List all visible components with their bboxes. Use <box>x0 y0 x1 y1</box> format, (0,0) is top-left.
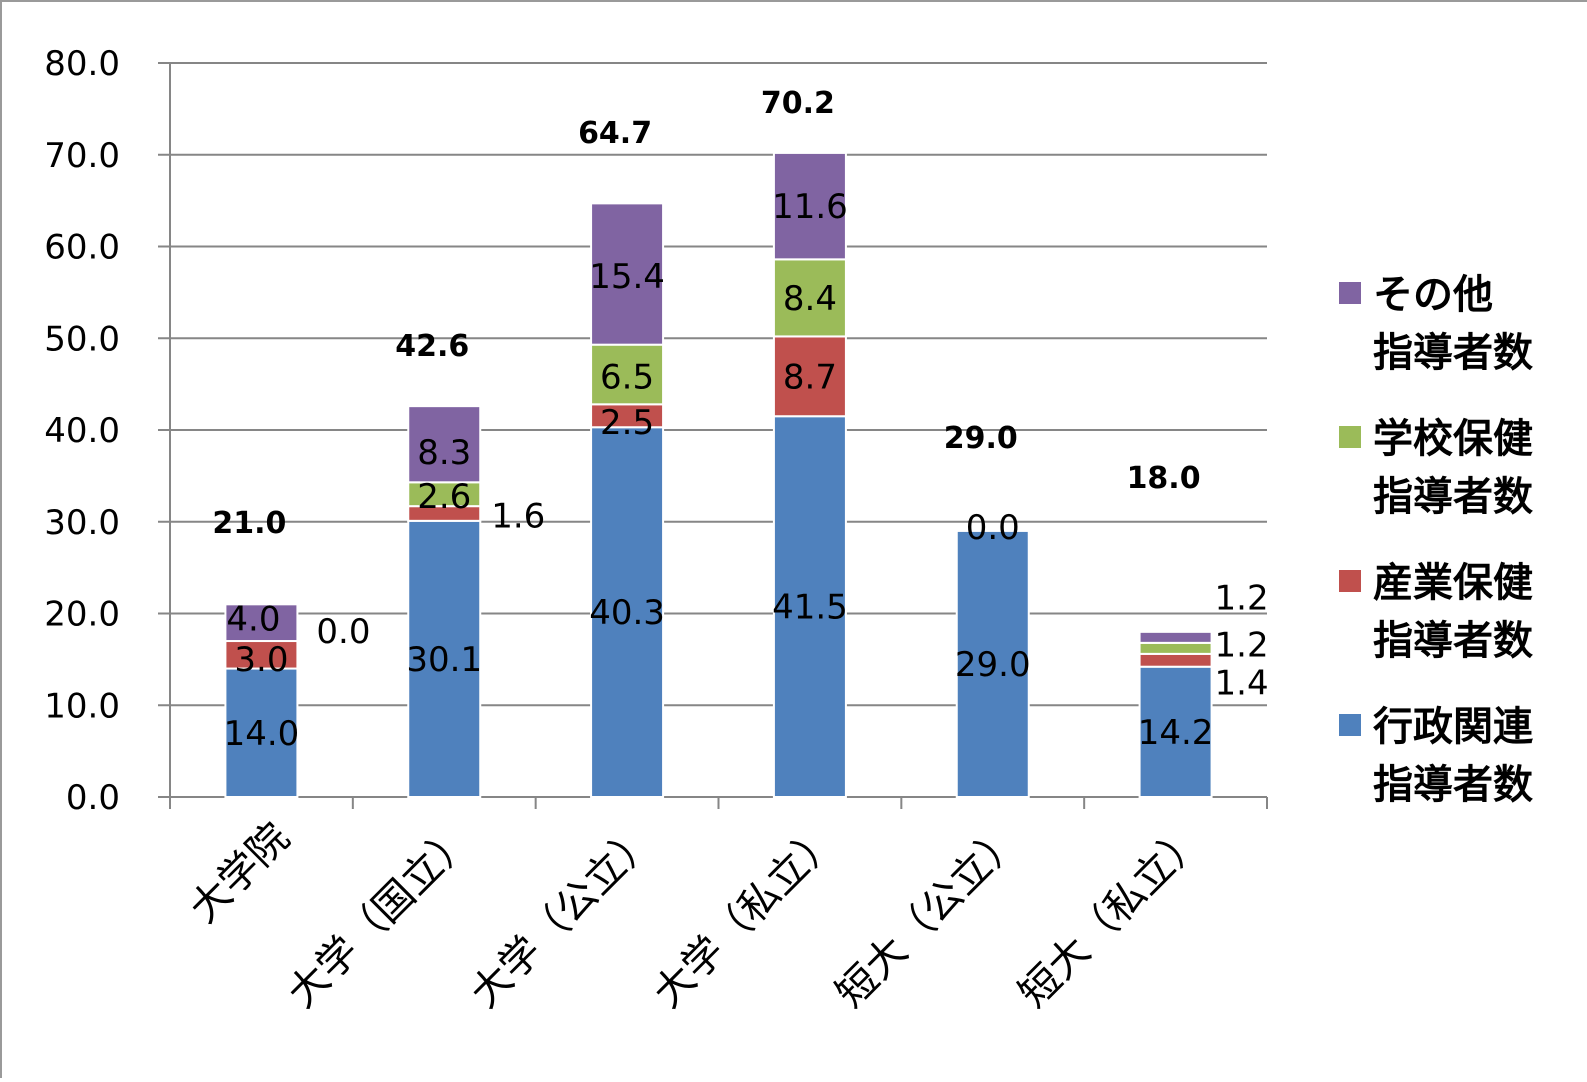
legend-swatch <box>1339 426 1361 448</box>
legend-label: 産業保健 <box>1373 560 1533 606</box>
bar-segment <box>772 258 847 338</box>
bar-segment <box>772 335 847 418</box>
bar-segment <box>224 667 299 798</box>
y-tick-label: 0.0 <box>66 778 120 818</box>
segment-value-label: 0.0 <box>966 508 1020 548</box>
bar-segment <box>590 202 665 346</box>
gridlines <box>170 62 1267 707</box>
bar-segment <box>590 343 665 406</box>
legend-label: 指導者数 <box>1373 618 1533 664</box>
x-category-label: 大学（国立） <box>279 815 481 1017</box>
data-labels: 14.0 30.1 40.3 41.5 29.0 14.2 3.0 1.6 2.5 8.7 1.4 0… <box>212 86 1268 754</box>
total-value-label: 21.0 <box>212 506 286 541</box>
segment-value-label: 1.6 <box>491 496 545 536</box>
x-category-label: 大学（私立） <box>645 815 847 1017</box>
segment-value-label: 1.2 <box>1215 578 1269 618</box>
segment-value-label: 11.6 <box>772 187 848 227</box>
segment-value-label: 40.3 <box>589 593 665 633</box>
segment-value-label: 0.0 <box>316 612 370 652</box>
y-tick-label: 50.0 <box>44 319 120 359</box>
segment-value-label: 6.5 <box>600 357 654 397</box>
y-tick-label: 70.0 <box>44 136 120 176</box>
legend-label: 指導者数 <box>1373 762 1533 808</box>
bar-segment <box>955 529 1030 798</box>
segment-value-label: 15.4 <box>589 257 665 297</box>
bar-segment <box>1138 641 1213 655</box>
bar-segment <box>407 519 482 799</box>
segment-value-label: 8.3 <box>417 433 471 473</box>
segment-value-label: 1.2 <box>1215 625 1269 665</box>
bars <box>224 151 1213 799</box>
x-category-label: 大学院 <box>181 815 298 932</box>
bar-segment <box>772 415 847 798</box>
legend-swatch <box>1339 282 1361 304</box>
segment-value-label: 2.5 <box>600 403 654 443</box>
legend-label: 指導者数 <box>1373 330 1533 376</box>
y-tick-label: 60.0 <box>44 228 120 268</box>
total-value-label: 29.0 <box>944 421 1018 456</box>
total-value-label: 64.7 <box>578 116 652 151</box>
segment-value-label: 2.6 <box>417 477 471 517</box>
segment-value-label: 3.0 <box>234 640 288 680</box>
bar-segment <box>1138 665 1213 799</box>
legend-swatch <box>1339 714 1361 736</box>
legend-label: その他 <box>1373 272 1493 318</box>
segment-value-label: 29.0 <box>955 645 1031 685</box>
bar-segment <box>407 405 482 484</box>
y-tick-label: 40.0 <box>44 411 120 451</box>
bar-segment <box>1138 630 1213 644</box>
y-tick-label: 10.0 <box>44 686 120 726</box>
segment-value-label: 8.4 <box>783 279 837 319</box>
x-category-label: 短大（私立） <box>1010 815 1212 1017</box>
bar-segment <box>772 151 847 261</box>
legend-label: 行政関連 <box>1373 704 1534 750</box>
segment-value-label: 4.0 <box>226 600 280 640</box>
segment-value-label: 14.2 <box>1138 713 1214 753</box>
segment-value-label: 41.5 <box>772 588 848 628</box>
bar-segment <box>590 426 665 798</box>
y-tick-label: 30.0 <box>44 503 120 543</box>
bar-segment <box>224 603 299 643</box>
total-value-label: 70.2 <box>761 86 835 121</box>
y-tick-label: 80.0 <box>44 44 120 84</box>
total-value-label: 18.0 <box>1127 461 1201 496</box>
segment-value-label: 1.4 <box>1215 663 1269 703</box>
bar-segment <box>1138 652 1213 668</box>
segment-value-label: 8.7 <box>783 357 837 397</box>
legend-label: 学校保健 <box>1373 416 1533 462</box>
segment-value-label: 14.0 <box>224 714 300 754</box>
segment-value-label: 30.1 <box>406 640 482 680</box>
y-tick-label: 20.0 <box>44 595 120 635</box>
legend-label: 指導者数 <box>1373 474 1533 520</box>
x-category-label: 大学（公立） <box>462 815 664 1017</box>
x-category-label: 短大（公立） <box>828 815 1030 1017</box>
legend-swatch <box>1339 570 1361 592</box>
total-value-label: 42.6 <box>395 329 469 364</box>
